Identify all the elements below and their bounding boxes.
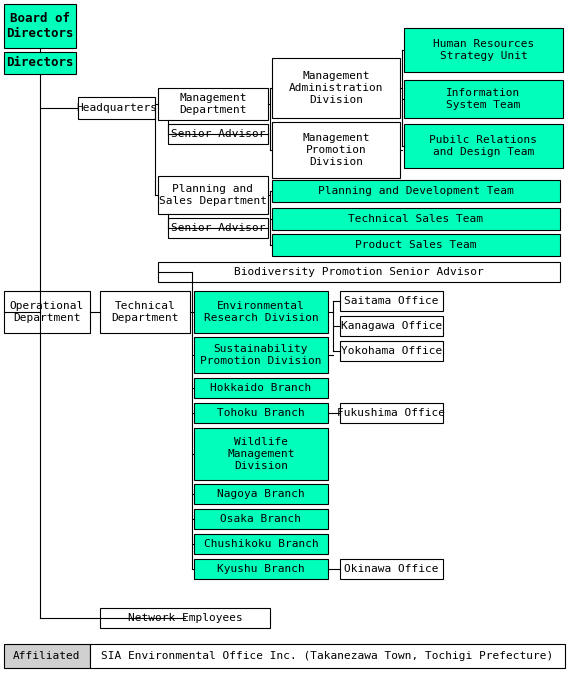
Text: Saitama Office: Saitama Office <box>344 296 439 306</box>
Text: Osaka Branch: Osaka Branch <box>221 514 302 524</box>
FancyBboxPatch shape <box>340 316 443 336</box>
FancyBboxPatch shape <box>272 234 560 256</box>
FancyBboxPatch shape <box>340 341 443 361</box>
Text: Chushikoku Branch: Chushikoku Branch <box>204 539 319 549</box>
FancyBboxPatch shape <box>404 124 563 168</box>
FancyBboxPatch shape <box>194 534 328 554</box>
FancyBboxPatch shape <box>194 559 328 579</box>
FancyBboxPatch shape <box>194 378 328 398</box>
Text: Management
Promotion
Division: Management Promotion Division <box>302 133 370 167</box>
FancyBboxPatch shape <box>340 403 443 423</box>
FancyBboxPatch shape <box>272 180 560 202</box>
Text: Affiliated: Affiliated <box>13 651 81 661</box>
Text: Biodiversity Promotion Senior Advisor: Biodiversity Promotion Senior Advisor <box>234 267 484 277</box>
Text: Environmental
Research Division: Environmental Research Division <box>204 301 319 323</box>
Text: Okinawa Office: Okinawa Office <box>344 564 439 574</box>
Text: Planning and
Sales Department: Planning and Sales Department <box>159 184 267 206</box>
Text: Senior Advisor: Senior Advisor <box>171 129 265 139</box>
Text: Planning and Development Team: Planning and Development Team <box>318 186 514 196</box>
FancyBboxPatch shape <box>100 608 270 628</box>
FancyBboxPatch shape <box>168 124 268 144</box>
FancyBboxPatch shape <box>158 88 268 120</box>
FancyBboxPatch shape <box>194 403 328 423</box>
FancyBboxPatch shape <box>158 176 268 214</box>
Text: Fukushima Office: Fukushima Office <box>337 408 446 418</box>
Text: Technical
Department: Technical Department <box>112 301 179 323</box>
Text: Information
System Team: Information System Team <box>446 89 521 110</box>
FancyBboxPatch shape <box>272 208 560 230</box>
FancyBboxPatch shape <box>4 52 76 74</box>
Text: Board of
Directors: Board of Directors <box>6 12 74 40</box>
Text: Technical Sales Team: Technical Sales Team <box>348 214 484 224</box>
FancyBboxPatch shape <box>100 291 190 333</box>
Text: Wildlife
Management
Division: Wildlife Management Division <box>227 437 295 471</box>
Text: Kyushu Branch: Kyushu Branch <box>217 564 305 574</box>
FancyBboxPatch shape <box>404 80 563 118</box>
Text: Kanagawa Office: Kanagawa Office <box>341 321 442 331</box>
FancyBboxPatch shape <box>272 58 400 118</box>
Text: Product Sales Team: Product Sales Team <box>355 240 477 250</box>
FancyBboxPatch shape <box>194 337 328 373</box>
Text: Management
Administration
Division: Management Administration Division <box>288 72 384 105</box>
Text: Directors: Directors <box>6 57 74 69</box>
Text: Human Resources
Strategy Unit: Human Resources Strategy Unit <box>433 39 534 61</box>
FancyBboxPatch shape <box>4 644 90 668</box>
Text: Sustainability
Promotion Division: Sustainability Promotion Division <box>200 344 321 366</box>
Text: Yokohama Office: Yokohama Office <box>341 346 442 356</box>
Text: Tohoku Branch: Tohoku Branch <box>217 408 305 418</box>
Text: Operational
Department: Operational Department <box>10 301 84 323</box>
FancyBboxPatch shape <box>404 28 563 72</box>
FancyBboxPatch shape <box>158 262 560 282</box>
FancyBboxPatch shape <box>272 122 400 178</box>
FancyBboxPatch shape <box>90 644 565 668</box>
Text: Pubilc Relations
and Design Team: Pubilc Relations and Design Team <box>430 136 538 157</box>
FancyBboxPatch shape <box>78 97 155 119</box>
Text: Nagoya Branch: Nagoya Branch <box>217 489 305 499</box>
Text: Network Employees: Network Employees <box>127 613 242 623</box>
FancyBboxPatch shape <box>4 4 76 48</box>
FancyBboxPatch shape <box>194 291 328 333</box>
Text: Hokkaido Branch: Hokkaido Branch <box>211 383 312 393</box>
Text: Management
Department: Management Department <box>179 93 247 115</box>
Text: Senior Advisor: Senior Advisor <box>171 223 265 233</box>
FancyBboxPatch shape <box>168 218 268 238</box>
FancyBboxPatch shape <box>194 509 328 529</box>
FancyBboxPatch shape <box>4 291 90 333</box>
FancyBboxPatch shape <box>340 559 443 579</box>
FancyBboxPatch shape <box>194 428 328 480</box>
Text: Headquarters: Headquarters <box>76 103 157 113</box>
FancyBboxPatch shape <box>340 291 443 311</box>
Text: SIA Environmental Office Inc. (Takanezawa Town, Tochigi Prefecture): SIA Environmental Office Inc. (Takanezaw… <box>101 651 554 661</box>
FancyBboxPatch shape <box>194 484 328 504</box>
